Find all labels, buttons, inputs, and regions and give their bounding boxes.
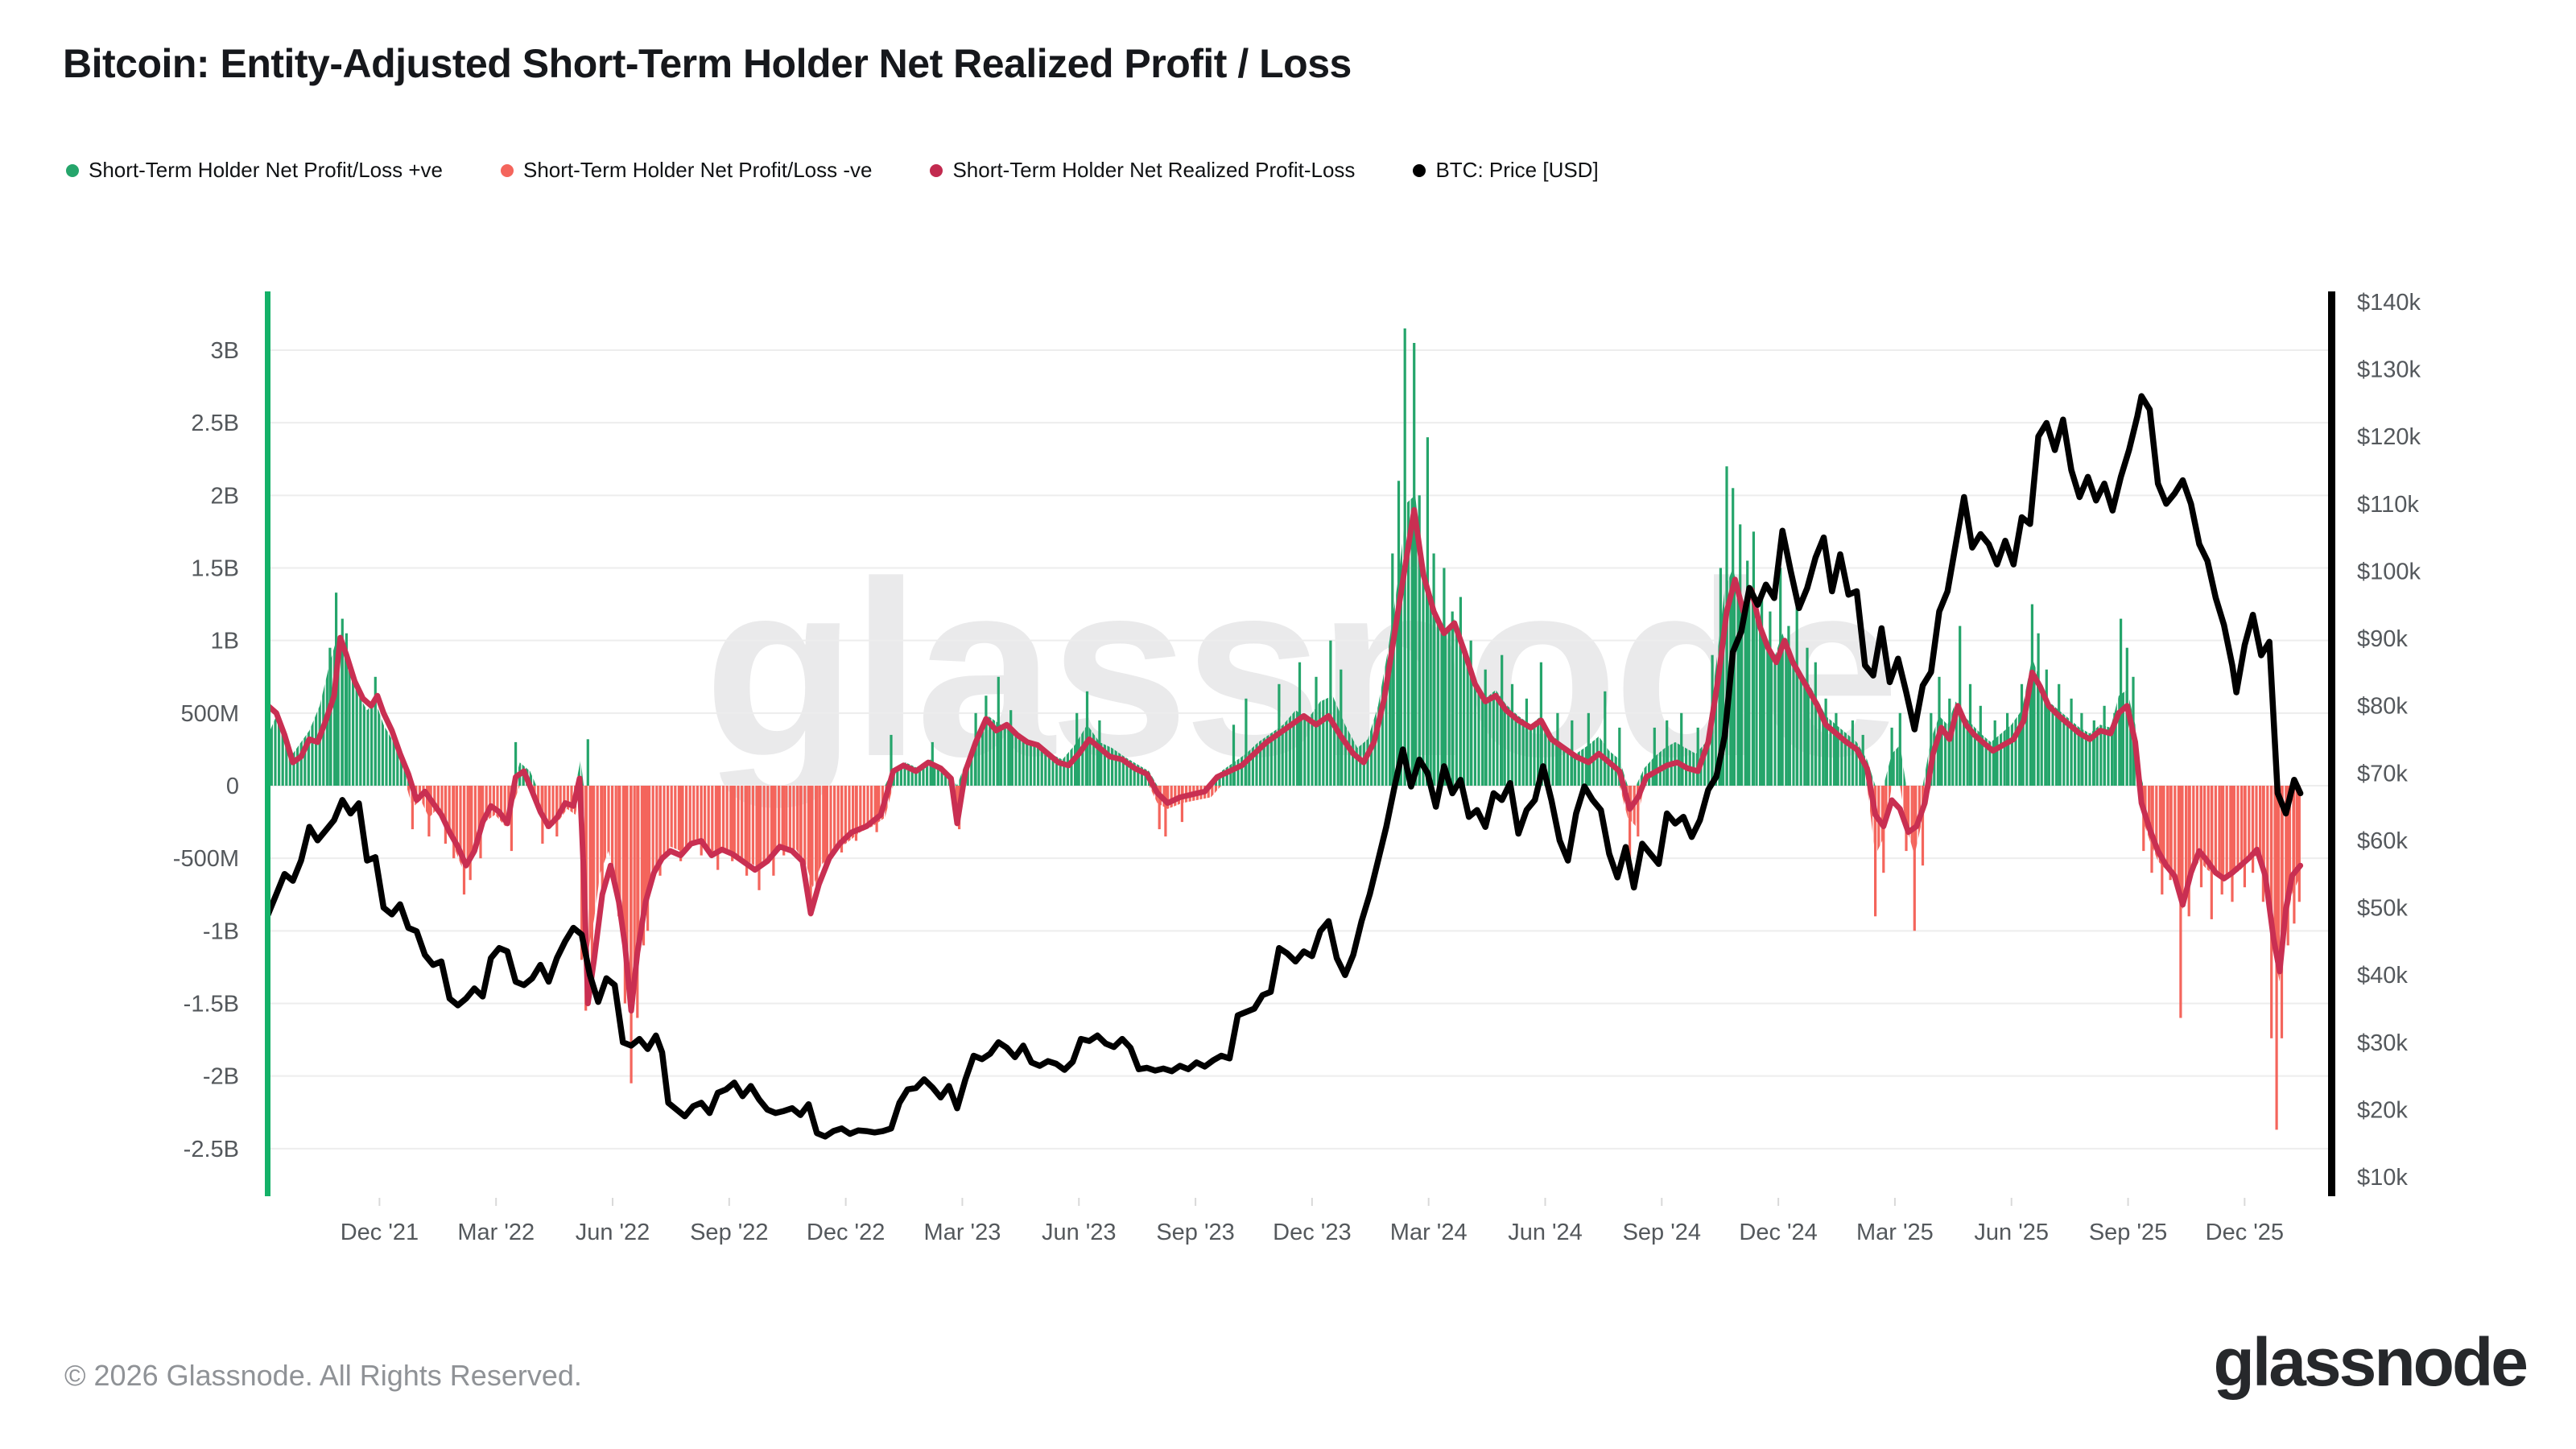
svg-text:Jun '23: Jun '23 (1042, 1220, 1117, 1245)
svg-text:$100k: $100k (2357, 559, 2421, 584)
svg-text:Dec '24: Dec '24 (1739, 1220, 1817, 1245)
legend-dot-crimson-icon (930, 163, 943, 177)
legend-item-sth-positive[interactable]: Short-Term Holder Net Profit/Loss +ve (66, 158, 443, 183)
svg-text:$140k: $140k (2357, 290, 2421, 316)
svg-text:-500M: -500M (173, 846, 239, 872)
svg-text:$110k: $110k (2357, 492, 2419, 518)
svg-text:2B: 2B (211, 483, 239, 509)
svg-text:$10k: $10k (2357, 1165, 2408, 1191)
svg-text:-1B: -1B (203, 919, 239, 944)
copyright-text: © 2026 Glassnode. All Rights Reserved. (64, 1359, 582, 1392)
legend-label: Short-Term Holder Net Realized Profit-Lo… (952, 158, 1356, 182)
chart-legend: Short-Term Holder Net Profit/Loss +ve Sh… (66, 158, 1599, 183)
svg-text:$90k: $90k (2357, 626, 2408, 652)
svg-text:$80k: $80k (2357, 694, 2408, 720)
right-axis-labels: $140k $130k $120k $110k $100k $90k $80k $70k $60… (2357, 290, 2421, 1191)
svg-text:Mar '22: Mar '22 (457, 1220, 535, 1245)
svg-text:-2B: -2B (203, 1064, 239, 1090)
right-axis-line (2328, 291, 2335, 1196)
legend-dot-green-icon (66, 163, 79, 177)
legend-label: Short-Term Holder Net Profit/Loss -ve (523, 158, 873, 182)
positive-bars-area (270, 495, 2301, 786)
btc-price-line (270, 393, 2304, 1140)
svg-text:Jun '22: Jun '22 (576, 1220, 650, 1245)
svg-text:Sep '24: Sep '24 (1623, 1220, 1701, 1245)
legend-dot-red-icon (501, 163, 514, 177)
svg-text:2.5B: 2.5B (191, 411, 239, 436)
svg-text:Sep '22: Sep '22 (690, 1220, 768, 1245)
left-axis-labels: 3B 2.5B 2B 1.5B 1B 500M 0 -500M -1B -1.5B -2B -2.5B (173, 338, 239, 1162)
legend-dot-black-icon (1413, 163, 1426, 177)
svg-text:0: 0 (226, 774, 239, 799)
svg-text:Jun '25: Jun '25 (1974, 1220, 2049, 1245)
svg-text:Dec '25: Dec '25 (2206, 1220, 2284, 1245)
svg-text:$40k: $40k (2357, 963, 2408, 989)
glassnode-logo[interactable]: glassnode (2213, 1324, 2529, 1400)
svg-text:$120k: $120k (2357, 424, 2421, 450)
svg-text:$50k: $50k (2357, 896, 2408, 922)
svg-text:500M: 500M (180, 701, 239, 727)
svg-text:-1.5B: -1.5B (184, 991, 239, 1017)
x-axis-labels: Dec '21 Mar '22 Jun '22 Sep '22 Dec '22 Mar '… (341, 1198, 2284, 1245)
svg-text:-2.5B: -2.5B (184, 1137, 239, 1162)
negative-bars-area (270, 786, 2301, 993)
svg-text:Mar '23: Mar '23 (924, 1220, 1001, 1245)
legend-item-net-realized[interactable]: Short-Term Holder Net Realized Profit-Lo… (930, 158, 1355, 183)
left-axis-line (265, 291, 270, 1196)
svg-text:3B: 3B (211, 338, 239, 364)
svg-text:1B: 1B (211, 629, 239, 654)
net-realized-line (270, 506, 2304, 1013)
legend-item-sth-negative[interactable]: Short-Term Holder Net Profit/Loss -ve (501, 158, 872, 183)
series-layer (270, 328, 2304, 1140)
svg-text:$70k: $70k (2357, 761, 2408, 786)
svg-text:Sep '23: Sep '23 (1156, 1220, 1234, 1245)
svg-text:Dec '21: Dec '21 (341, 1220, 419, 1245)
svg-text:$20k: $20k (2357, 1097, 2408, 1123)
legend-label: BTC: Price [USD] (1435, 158, 1599, 182)
svg-text:Sep '25: Sep '25 (2089, 1220, 2167, 1245)
svg-text:$60k: $60k (2357, 828, 2408, 854)
svg-text:Dec '22: Dec '22 (807, 1220, 885, 1245)
legend-label: Short-Term Holder Net Profit/Loss +ve (89, 158, 443, 182)
page-title: Bitcoin: Entity-Adjusted Short-Term Hold… (63, 41, 1352, 86)
svg-text:$130k: $130k (2357, 357, 2421, 383)
svg-text:Mar '25: Mar '25 (1856, 1220, 1934, 1245)
legend-item-btc-price[interactable]: BTC: Price [USD] (1413, 158, 1599, 183)
svg-text:$30k: $30k (2357, 1030, 2408, 1056)
svg-text:Jun '24: Jun '24 (1508, 1220, 1583, 1245)
svg-text:1.5B: 1.5B (191, 556, 239, 582)
svg-text:Mar '24: Mar '24 (1390, 1220, 1468, 1245)
svg-text:Dec '23: Dec '23 (1273, 1220, 1351, 1245)
